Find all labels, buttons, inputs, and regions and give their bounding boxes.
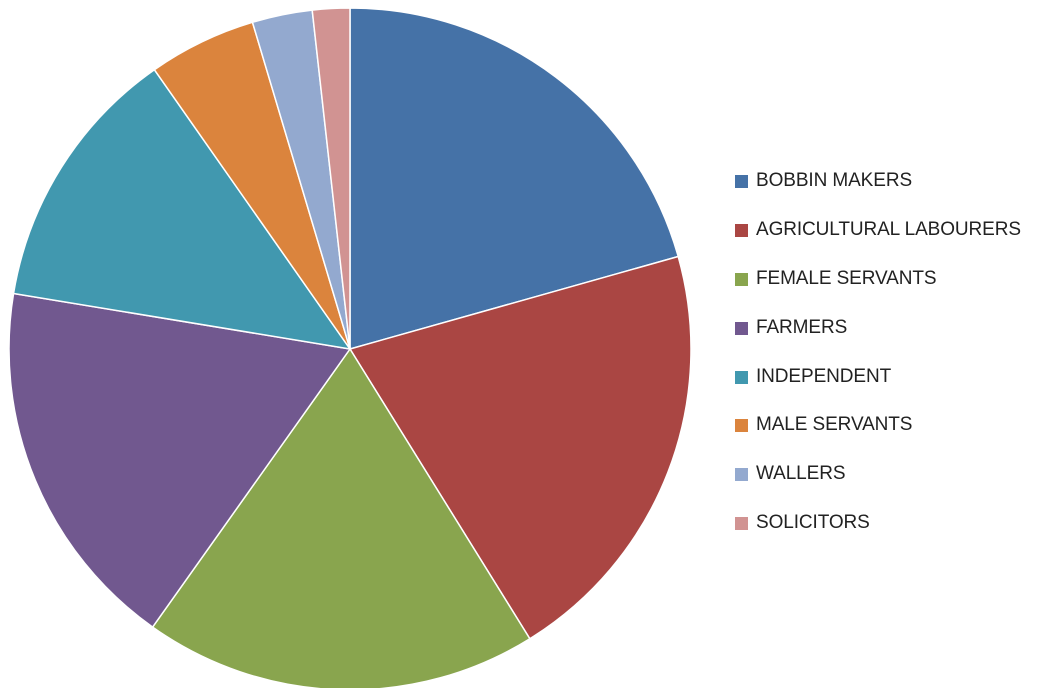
legend-item-female-servants: FEMALE SERVANTS	[735, 266, 1060, 315]
legend: BOBBIN MAKERS AGRICULTURAL LABOURERS FEMAL…	[735, 168, 1060, 559]
legend-swatch	[735, 223, 748, 237]
legend-swatch	[735, 272, 748, 286]
legend-label: BOBBIN MAKERS	[756, 170, 913, 191]
legend-item-farmers: FARMERS	[735, 315, 1060, 364]
legend-swatch	[735, 517, 748, 531]
legend-swatch	[735, 419, 748, 433]
legend-label: SOLICITORS	[756, 512, 870, 534]
legend-label: INDEPENDENT	[756, 365, 892, 387]
pie-slice-bobbin-makers	[349, 7, 679, 350]
legend-swatch	[735, 175, 748, 188]
legend-item-independent: INDEPENDENT	[735, 364, 1060, 413]
legend-item-bobbin-makers: BOBBIN MAKERS	[735, 168, 1060, 217]
pie-slice-solicitors	[311, 7, 351, 350]
pie-slices	[8, 7, 692, 688]
pie-slice-farmers	[8, 292, 351, 628]
legend-label: WALLERS	[756, 463, 846, 485]
legend-swatch	[735, 321, 748, 335]
legend-label: FARMERS	[756, 316, 848, 338]
pie-slice-agricultural-labourers	[349, 255, 692, 640]
pie-chart	[8, 7, 692, 688]
legend-item-agricultural-labourers: AGRICULTURAL LABOURERS	[735, 217, 1060, 266]
legend-label: AGRICULTURAL LABOURERS	[756, 218, 1021, 240]
legend-item-wallers: WALLERS	[735, 461, 1060, 510]
legend-item-male-servants: MALE SERVANTS	[735, 412, 1060, 461]
legend-swatch	[735, 370, 748, 384]
legend-swatch	[735, 468, 748, 482]
pie-slice-female-servants	[151, 348, 531, 688]
pie-slice-independent	[12, 68, 351, 350]
legend-item-solicitors: SOLICITORS	[735, 510, 1060, 559]
legend-label: FEMALE SERVANTS	[756, 267, 937, 289]
legend-label: MALE SERVANTS	[756, 414, 913, 436]
